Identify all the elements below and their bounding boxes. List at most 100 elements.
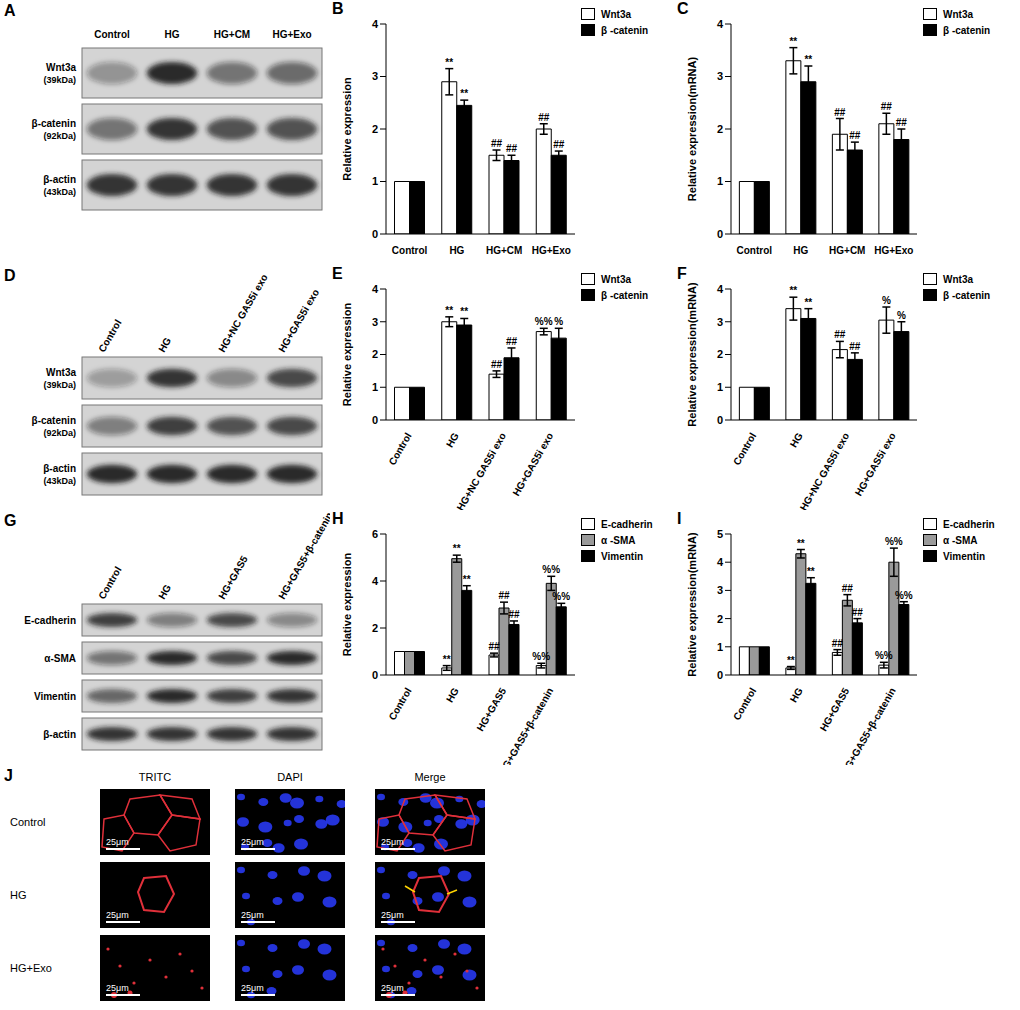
- svg-text:1: 1: [372, 381, 378, 393]
- svg-text:HG+CM: HG+CM: [486, 245, 522, 256]
- svg-text:2: 2: [372, 348, 378, 360]
- svg-text:25μm: 25μm: [241, 910, 264, 920]
- svg-text:3: 3: [372, 316, 378, 328]
- svg-text:0: 0: [717, 669, 723, 681]
- svg-text:(39kDa): (39kDa): [43, 75, 76, 85]
- svg-text:HG+NC GAS5i exo: HG+NC GAS5i exo: [455, 431, 509, 510]
- svg-text:25μm: 25μm: [241, 983, 264, 993]
- svg-text:##: ##: [834, 107, 846, 118]
- svg-text:##: ##: [538, 112, 550, 123]
- svg-text:Control: Control: [386, 686, 413, 722]
- svg-text:0: 0: [372, 414, 378, 426]
- svg-text:**: **: [789, 285, 797, 296]
- svg-text:1: 1: [717, 641, 723, 653]
- svg-text:%%: %%: [875, 650, 893, 661]
- svg-text:3: 3: [717, 584, 723, 596]
- svg-text:**: **: [445, 57, 453, 68]
- svg-text:0: 0: [717, 414, 723, 426]
- svg-text:HG+Exo: HG+Exo: [532, 245, 571, 256]
- svg-text:2: 2: [717, 123, 723, 135]
- svg-text:25μm: 25μm: [106, 983, 129, 993]
- svg-text:25μm: 25μm: [381, 837, 404, 847]
- svg-text:25μm: 25μm: [381, 983, 404, 993]
- svg-text:HG+Exo: HG+Exo: [10, 962, 52, 974]
- svg-text:Wnt3a: Wnt3a: [46, 62, 76, 73]
- svg-text:D: D: [8, 267, 16, 284]
- svg-text:**: **: [787, 655, 795, 666]
- svg-text:##: ##: [834, 329, 846, 340]
- svg-text:Relative expression(mRNA): Relative expression(mRNA): [686, 532, 698, 677]
- svg-text:**: **: [460, 306, 468, 317]
- svg-text:Relative expression: Relative expression: [341, 553, 353, 657]
- svg-text:(43kDa): (43kDa): [43, 476, 76, 486]
- svg-text:(92kDa): (92kDa): [43, 131, 76, 141]
- svg-text:**: **: [463, 574, 471, 585]
- svg-text:HG: HG: [788, 431, 805, 450]
- svg-text:##: ##: [491, 138, 503, 149]
- svg-text:4: 4: [717, 556, 724, 568]
- svg-text:HG: HG: [156, 582, 173, 601]
- svg-text:%: %: [554, 316, 563, 327]
- svg-text:1: 1: [372, 175, 378, 187]
- svg-text:4: 4: [372, 18, 379, 30]
- svg-text:##: ##: [832, 638, 844, 649]
- svg-text:HG: HG: [10, 889, 27, 901]
- svg-text:HG: HG: [788, 686, 805, 705]
- svg-text:**: **: [453, 543, 461, 554]
- svg-text:4: 4: [717, 18, 724, 30]
- svg-text:HG+NC GAS5i exo: HG+NC GAS5i exo: [216, 272, 270, 354]
- svg-text:**: **: [445, 305, 453, 316]
- svg-text:HG+GAS5: HG+GAS5: [818, 685, 852, 733]
- svg-text:HG+GAS5i exo: HG+GAS5i exo: [510, 431, 555, 498]
- svg-text:2: 2: [372, 622, 378, 634]
- svg-text:**: **: [443, 654, 451, 665]
- svg-text:(92kDa): (92kDa): [43, 428, 76, 438]
- svg-text:HG+GAS5: HG+GAS5: [216, 553, 250, 601]
- svg-text:Control: Control: [731, 431, 758, 467]
- svg-text:J: J: [8, 767, 13, 784]
- svg-text:Relative expression: Relative expression: [341, 303, 353, 407]
- svg-text:0: 0: [717, 228, 723, 240]
- svg-text:##: ##: [506, 143, 518, 154]
- svg-text:4: 4: [372, 575, 379, 587]
- svg-text:%%: %%: [885, 536, 903, 547]
- svg-text:Vimentin: Vimentin: [34, 691, 76, 702]
- svg-text:Control: Control: [94, 29, 130, 40]
- svg-text:TRITC: TRITC: [139, 771, 171, 783]
- svg-text:##: ##: [488, 641, 500, 652]
- svg-text:1: 1: [717, 381, 723, 393]
- svg-text:%%: %%: [532, 651, 550, 662]
- svg-text:3: 3: [717, 70, 723, 82]
- svg-text:1: 1: [717, 175, 723, 187]
- svg-text:β-actin: β-actin: [43, 729, 76, 740]
- svg-text:α-SMA: α-SMA: [44, 653, 76, 664]
- svg-text:HG+NC GAS5i exo: HG+NC GAS5i exo: [798, 431, 852, 510]
- svg-text:HG+Exo: HG+Exo: [272, 29, 311, 40]
- svg-text:Relative expression(mRNA): Relative expression(mRNA): [686, 282, 698, 427]
- svg-text:2: 2: [372, 123, 378, 135]
- svg-text:HG+GAS5: HG+GAS5: [475, 685, 509, 733]
- svg-text:25μm: 25μm: [106, 837, 129, 847]
- svg-text:Control: Control: [736, 245, 772, 256]
- svg-text:%%: %%: [542, 564, 560, 575]
- svg-text:Relative expression(mRNA): Relative expression(mRNA): [686, 57, 698, 202]
- svg-text:##: ##: [491, 359, 503, 370]
- svg-text:##: ##: [852, 607, 864, 618]
- svg-text:HG: HG: [156, 335, 173, 354]
- svg-text:Control: Control: [10, 816, 45, 828]
- svg-text:HG: HG: [444, 431, 461, 450]
- svg-text:**: **: [807, 566, 815, 577]
- svg-text:Control: Control: [386, 431, 413, 467]
- svg-text:**: **: [804, 297, 812, 308]
- svg-text:##: ##: [553, 139, 565, 150]
- svg-text:3: 3: [717, 316, 723, 328]
- svg-text:25μm: 25μm: [106, 910, 129, 920]
- svg-text:HG: HG: [165, 29, 180, 40]
- svg-text:%%: %%: [552, 591, 570, 602]
- svg-text:0: 0: [372, 669, 378, 681]
- svg-text:Relative expression: Relative expression: [341, 77, 353, 181]
- svg-text:HG+GAS5i exo: HG+GAS5i exo: [853, 431, 898, 498]
- svg-text:Control: Control: [96, 318, 123, 354]
- svg-text:**: **: [789, 36, 797, 47]
- svg-text:Control: Control: [392, 245, 428, 256]
